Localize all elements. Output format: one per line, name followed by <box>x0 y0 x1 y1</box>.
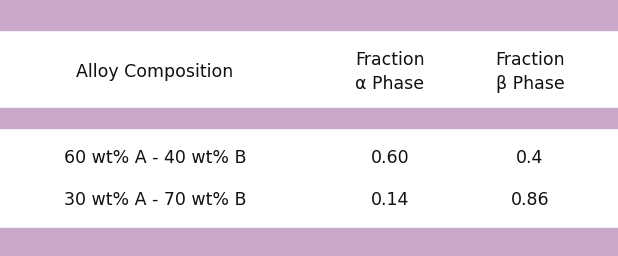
Text: 0.60: 0.60 <box>371 149 409 167</box>
Bar <box>0 0 618 30</box>
Bar <box>0 228 618 256</box>
Bar <box>0 108 618 128</box>
Text: 30 wt% A - 70 wt% B: 30 wt% A - 70 wt% B <box>64 191 246 209</box>
Text: 0.86: 0.86 <box>510 191 549 209</box>
Text: Alloy Composition: Alloy Composition <box>77 63 234 81</box>
Text: Fraction
β Phase: Fraction β Phase <box>495 51 565 93</box>
Text: 0.4: 0.4 <box>516 149 544 167</box>
Text: 60 wt% A - 40 wt% B: 60 wt% A - 40 wt% B <box>64 149 246 167</box>
Text: Fraction
α Phase: Fraction α Phase <box>355 51 425 93</box>
Text: 0.14: 0.14 <box>371 191 409 209</box>
